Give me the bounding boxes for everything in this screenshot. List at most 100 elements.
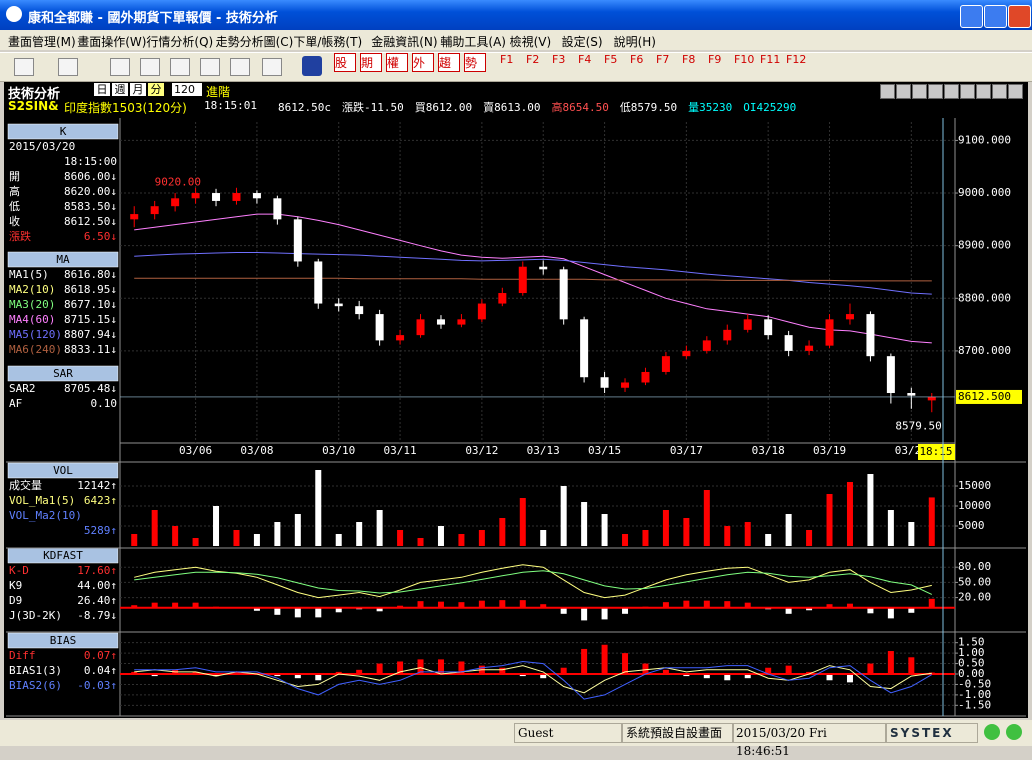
x-tick-label: 03/12: [465, 444, 498, 457]
row-label: MA4(60): [9, 313, 55, 326]
menu-item[interactable]: 下單/帳務(T): [293, 35, 363, 49]
bar: [908, 657, 915, 674]
bar: [540, 530, 547, 546]
panel-title-bg: [7, 365, 119, 382]
row-value: 8620.00↓: [64, 185, 117, 198]
tool-icon[interactable]: [58, 58, 78, 76]
function-key[interactable]: F4: [578, 53, 592, 66]
bar: [785, 607, 792, 614]
bar: [315, 470, 322, 546]
header-tool[interactable]: [880, 84, 895, 99]
row-value: -0.03↑: [77, 679, 117, 692]
bar: [274, 674, 281, 677]
tool-icon[interactable]: [110, 58, 130, 76]
quote-item: 賣8613.00: [483, 101, 541, 114]
tool-icon[interactable]: [200, 58, 220, 76]
y-tick-label: 80.00: [958, 560, 991, 573]
tool-button[interactable]: 趨: [438, 53, 460, 72]
function-key[interactable]: F10: [734, 53, 755, 66]
bar: [601, 644, 608, 674]
header-tool[interactable]: [1008, 84, 1023, 99]
tool-icon[interactable]: [262, 58, 282, 76]
y-tick-label: -1.50: [958, 698, 991, 711]
bar: [540, 674, 547, 679]
panel-title: SAR: [53, 367, 73, 380]
function-key[interactable]: F5: [604, 53, 618, 66]
header-tool[interactable]: [928, 84, 943, 99]
menu-item[interactable]: 設定(S): [561, 35, 603, 49]
row-value: 12142↑: [77, 479, 117, 492]
menu-item[interactable]: 檢視(V): [509, 35, 552, 49]
candle-body: [130, 214, 139, 220]
interval-select[interactable]: 120: [172, 83, 202, 96]
function-key[interactable]: F2: [526, 53, 540, 66]
function-key[interactable]: F9: [708, 53, 722, 66]
menu-item[interactable]: 輔助工具(A): [440, 35, 506, 49]
candle-body: [436, 319, 445, 325]
tool-icon[interactable]: [170, 58, 190, 76]
period-button[interactable]: 月: [130, 83, 146, 96]
tool-button[interactable]: 權: [386, 53, 408, 72]
y-tick-label: 5000: [958, 519, 985, 532]
bar: [315, 607, 322, 618]
bar: [560, 486, 567, 546]
header-tool[interactable]: [896, 84, 911, 99]
bar: [376, 510, 383, 546]
tool-icon[interactable]: [230, 58, 250, 76]
period-button[interactable]: 週: [112, 83, 128, 96]
maximize-button[interactable]: [984, 5, 1007, 28]
minimize-button[interactable]: [960, 5, 983, 28]
header-tool[interactable]: [912, 84, 927, 99]
bar: [785, 514, 792, 546]
candle-body: [212, 193, 221, 201]
panel-name: 技術分析: [8, 87, 61, 102]
header-tool[interactable]: [960, 84, 975, 99]
time-label: 18:15: [919, 445, 952, 458]
function-key[interactable]: F3: [552, 53, 566, 66]
period-button[interactable]: 日: [94, 83, 110, 96]
quote-time: 18:15:01: [204, 99, 257, 112]
bar: [560, 607, 567, 614]
bar: [519, 674, 526, 677]
bar: [785, 665, 792, 674]
bar: [683, 600, 690, 608]
tool-icon[interactable]: [140, 58, 160, 76]
bar: [397, 661, 404, 674]
tool-button[interactable]: 外: [412, 53, 434, 72]
menu-item[interactable]: 畫面操作(W): [77, 35, 147, 49]
tool-button[interactable]: 期: [360, 53, 382, 72]
tool-button[interactable]: 勢: [464, 53, 486, 72]
advanced-button[interactable]: 進階: [206, 85, 231, 99]
candle-body: [764, 319, 773, 336]
period-button[interactable]: 分: [148, 83, 164, 96]
function-key[interactable]: F1: [500, 53, 514, 66]
tool-icon[interactable]: [14, 58, 34, 76]
function-key[interactable]: F8: [682, 53, 696, 66]
y-tick-label: 8900.000: [958, 239, 1011, 252]
close-button[interactable]: [1008, 5, 1031, 28]
row-label: Diff: [9, 649, 36, 662]
header-tool[interactable]: [976, 84, 991, 99]
function-key[interactable]: F6: [630, 53, 644, 66]
row-value: 8833.11↓: [64, 343, 117, 356]
header-tool[interactable]: [992, 84, 1007, 99]
header-tool[interactable]: [944, 84, 959, 99]
menu-item[interactable]: 說明(H): [613, 35, 656, 49]
bar: [335, 671, 342, 674]
tool-button[interactable]: 股: [334, 53, 356, 72]
function-key[interactable]: F7: [656, 53, 670, 66]
indicator-line: [134, 660, 933, 700]
tool-icon[interactable]: [302, 56, 322, 76]
menu-item[interactable]: 金融資訊(N): [371, 35, 438, 49]
function-key[interactable]: F11: [760, 53, 781, 66]
bar: [458, 602, 465, 608]
function-key[interactable]: F12: [786, 53, 807, 66]
status-light: [984, 724, 1000, 740]
menu-item[interactable]: 行情分析(Q): [146, 35, 214, 49]
bar: [806, 530, 813, 546]
y-tick-label: 8700.000: [958, 344, 1011, 357]
row-value: 26.40↑: [77, 594, 117, 607]
row-label: K-D: [9, 564, 29, 577]
menu-item[interactable]: 畫面管理(M): [8, 35, 76, 49]
menu-item[interactable]: 走勢分析圖(C): [215, 35, 294, 49]
